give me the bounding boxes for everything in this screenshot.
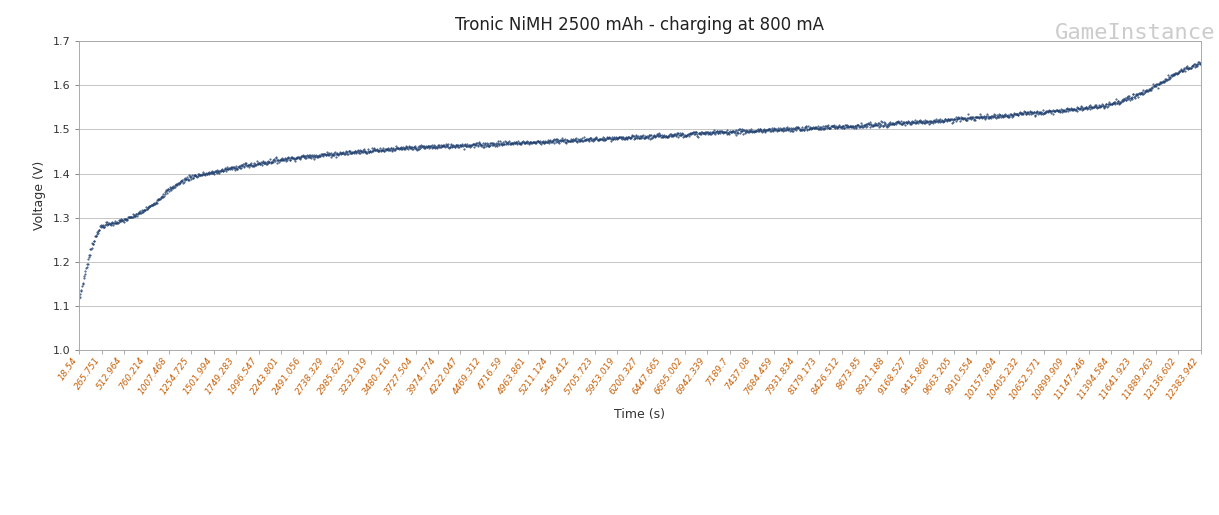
- Title: Tronic NiMH 2500 mAh - charging at 800 mA: Tronic NiMH 2500 mAh - charging at 800 m…: [456, 16, 824, 34]
- Text: GameInstance.com: GameInstance.com: [1054, 23, 1219, 43]
- X-axis label: Time (s): Time (s): [614, 408, 666, 421]
- Y-axis label: Voltage (V): Voltage (V): [33, 161, 45, 230]
